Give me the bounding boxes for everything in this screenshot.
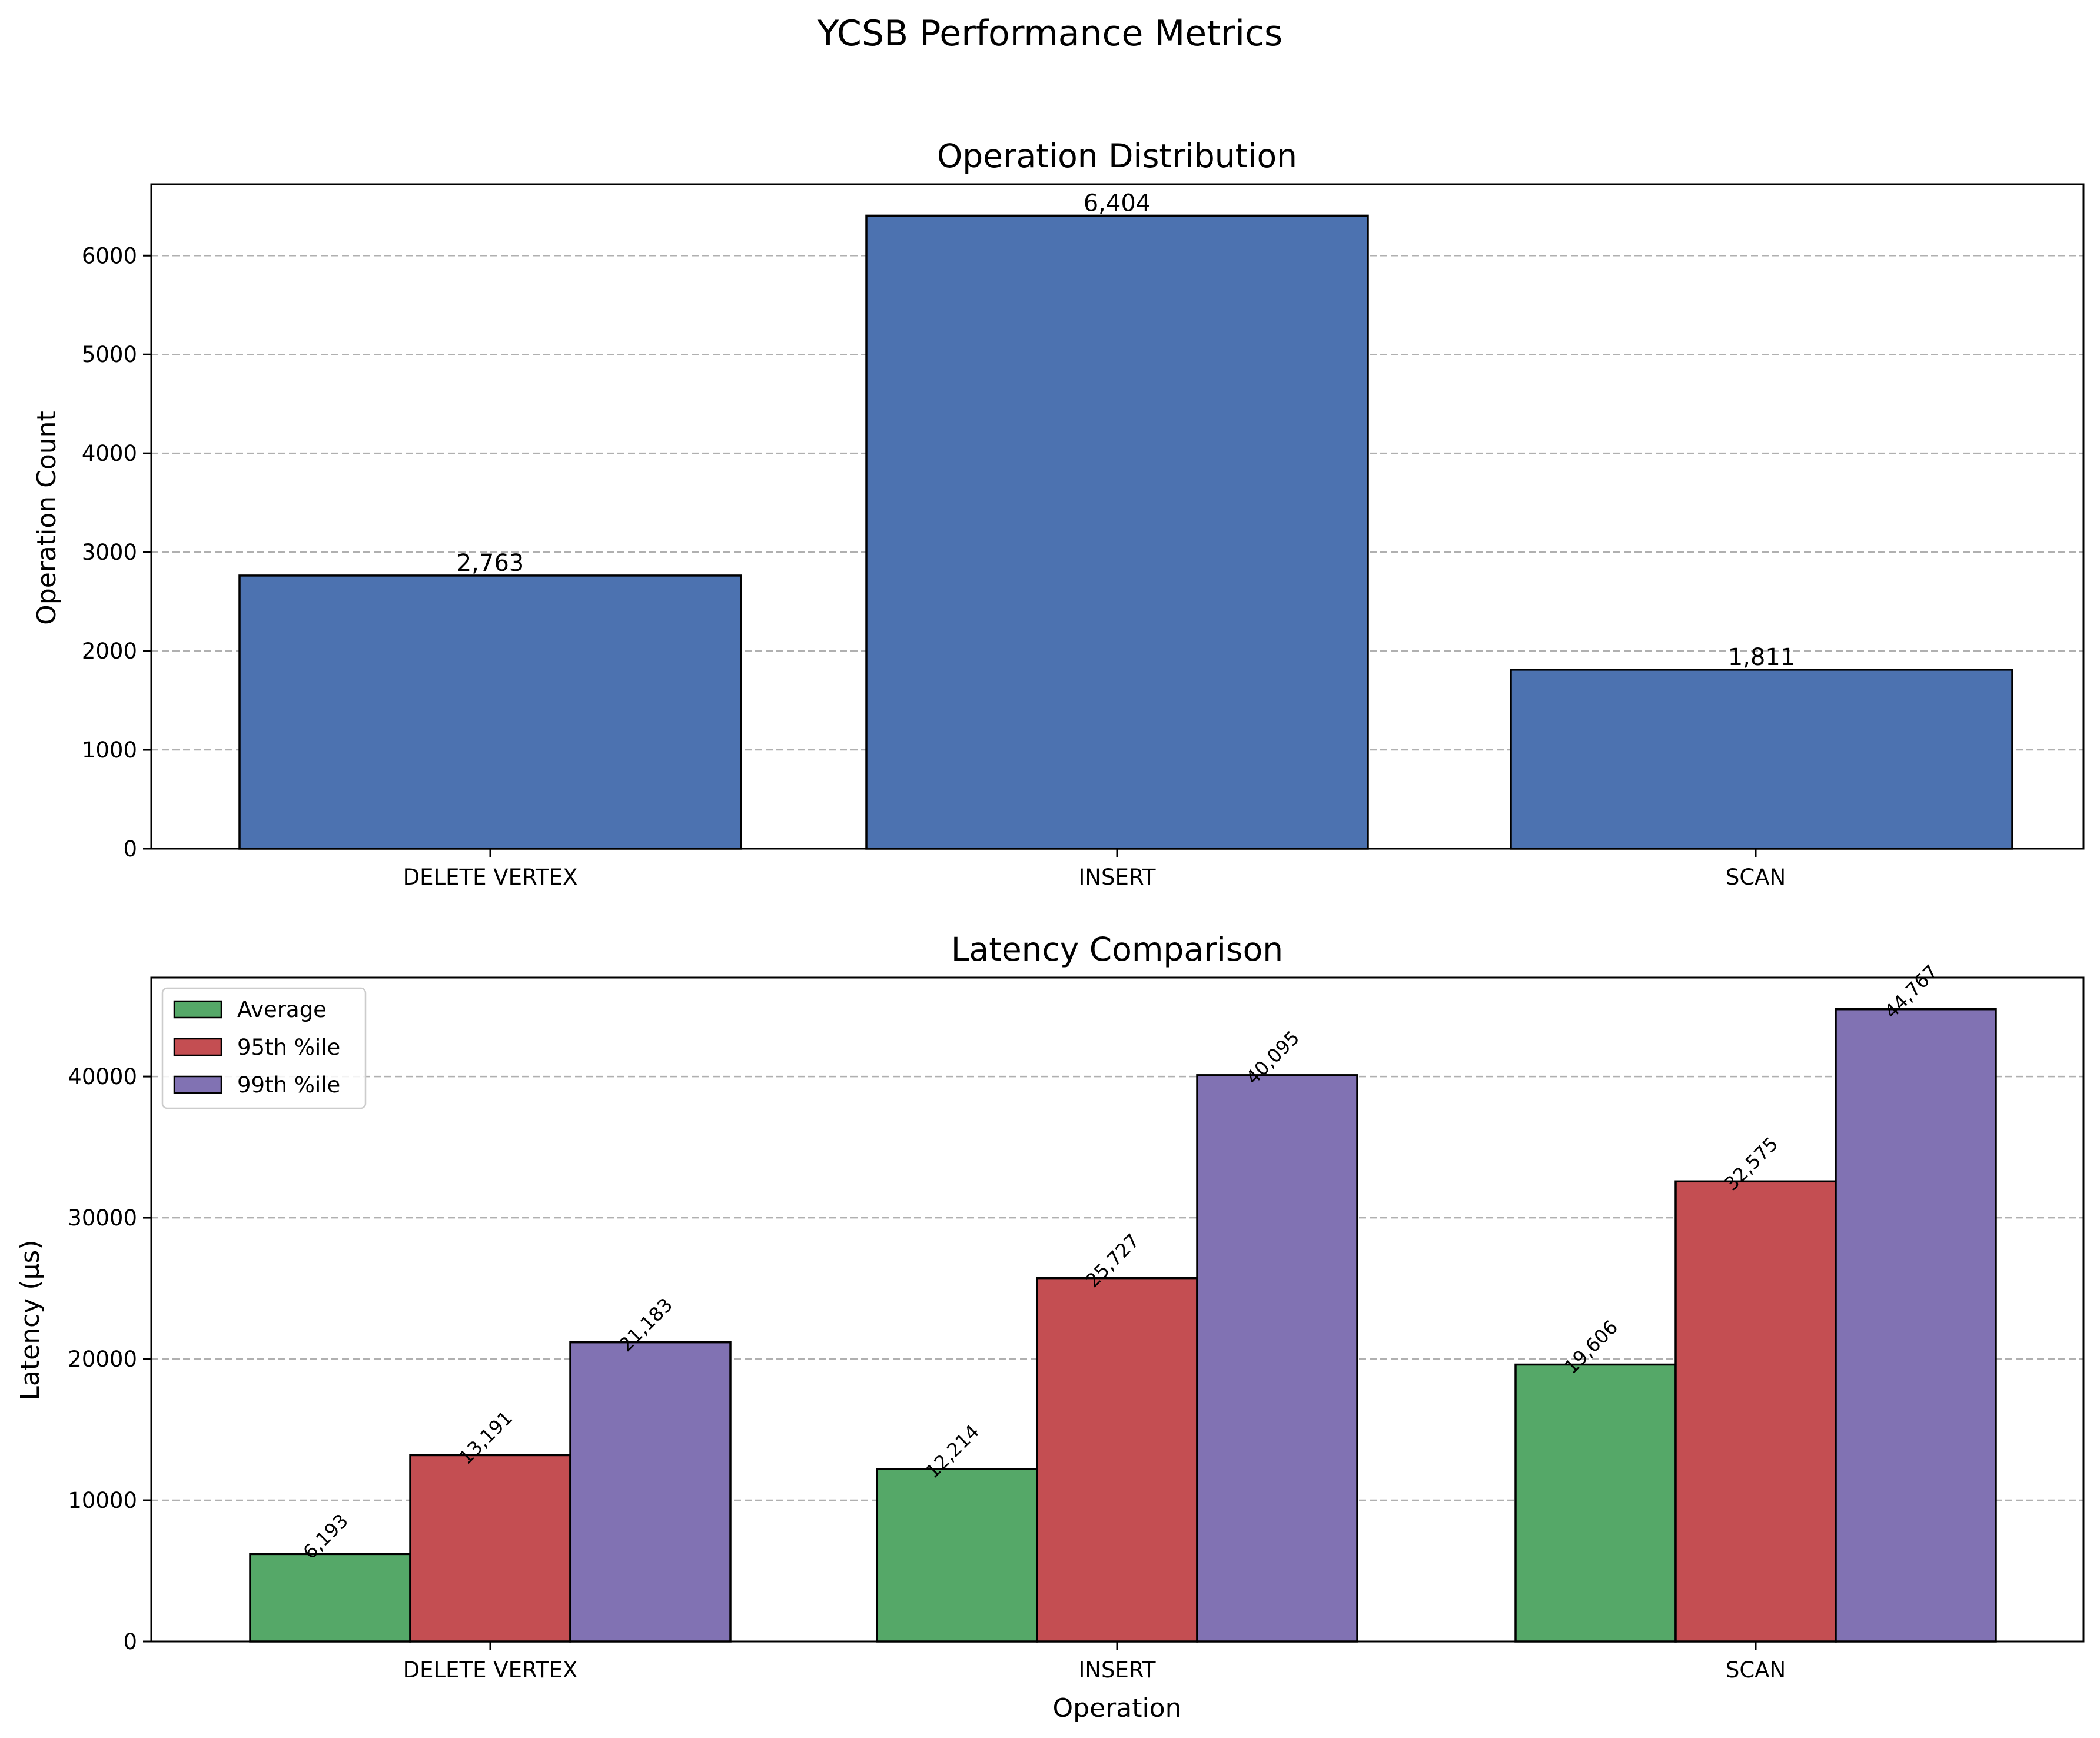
y-tick-label: 30000 (68, 1205, 137, 1231)
chart2-ylabel: Latency (µs) (15, 1239, 45, 1400)
chart1-ylabel: Operation Count (32, 411, 62, 625)
y-tick-label: 2000 (82, 639, 137, 664)
y-tick-label: 40000 (68, 1064, 137, 1089)
y-tick-label: 5000 (82, 342, 137, 367)
y-tick-label: 1000 (82, 737, 137, 763)
x-tick-label: INSERT (1078, 865, 1155, 890)
legend-swatch (173, 1038, 222, 1056)
bar (1510, 669, 2013, 850)
y-tick-label: 20000 (68, 1347, 137, 1372)
y-tick-label: 4000 (82, 441, 137, 466)
data-label: 1,811 (1728, 644, 1796, 671)
legend-label: Average (237, 997, 327, 1022)
y-tick-label: 6000 (82, 243, 137, 268)
x-tick-label: SCAN (1726, 1657, 1786, 1683)
data-label: 2,763 (457, 550, 524, 577)
bar (865, 214, 1369, 850)
y-tick-label: 10000 (68, 1488, 137, 1513)
bar (249, 1553, 411, 1643)
x-tick-label: SCAN (1726, 865, 1786, 890)
figure-suptitle: YCSB Performance Metrics (817, 13, 1283, 54)
bar (409, 1454, 571, 1643)
bar (1196, 1074, 1358, 1643)
legend-swatch (173, 1000, 222, 1019)
operation-distribution-chart: Operation Distribution Operation Count 2… (32, 137, 2085, 890)
bar (569, 1341, 732, 1643)
chart2-xlabel: Operation (1053, 1693, 1182, 1723)
bar (1674, 1180, 1837, 1643)
bar (1835, 1008, 1997, 1643)
y-tick-label: 0 (123, 836, 137, 862)
legend-label: 95th %ile (237, 1035, 340, 1060)
x-tick-label: INSERT (1078, 1657, 1155, 1683)
bar (1036, 1277, 1198, 1643)
y-tick-label: 0 (123, 1629, 137, 1654)
bar (238, 574, 742, 850)
chart2-title: Latency Comparison (951, 931, 1283, 968)
x-tick-label: DELETE VERTEX (403, 865, 578, 890)
latency-comparison-chart: Latency Comparison Latency (µs) Operatio… (15, 931, 2085, 1723)
legend-swatch (173, 1075, 222, 1094)
bar (876, 1468, 1038, 1643)
legend-label: 99th %ile (237, 1072, 340, 1098)
bar (1514, 1363, 1677, 1643)
data-label: 6,404 (1084, 190, 1151, 217)
y-tick-label: 3000 (82, 540, 137, 565)
chart1-title: Operation Distribution (937, 137, 1297, 175)
x-tick-label: DELETE VERTEX (403, 1657, 578, 1683)
